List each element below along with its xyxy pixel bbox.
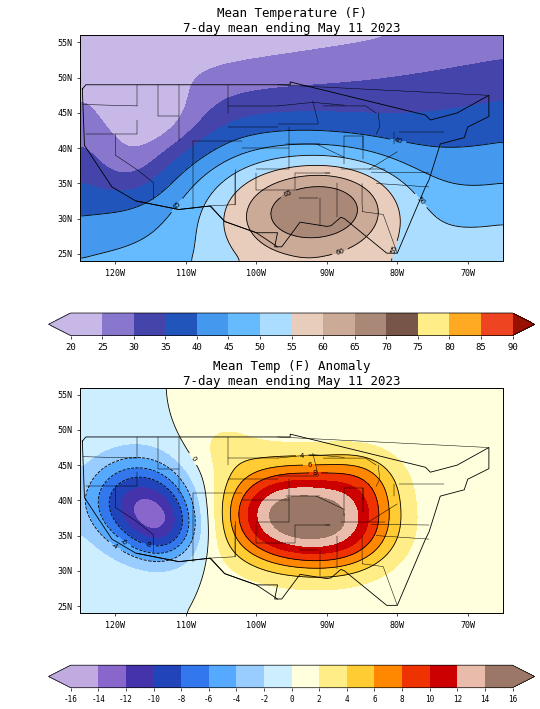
Text: 50: 50: [416, 195, 426, 206]
Text: -6: -6: [119, 537, 129, 546]
Title: Mean Temp (F) Anomaly
7-day mean ending May 11 2023: Mean Temp (F) Anomaly 7-day mean ending …: [183, 359, 400, 388]
Text: 55: 55: [390, 245, 399, 255]
Text: 4: 4: [300, 452, 305, 459]
Text: 6: 6: [307, 462, 312, 468]
Text: -4: -4: [111, 542, 119, 551]
Text: 45: 45: [172, 200, 182, 211]
Text: 0: 0: [190, 455, 197, 462]
Title: Mean Temperature (F)
7-day mean ending May 11 2023: Mean Temperature (F) 7-day mean ending M…: [183, 8, 400, 35]
Text: 40: 40: [394, 137, 403, 145]
PathPatch shape: [49, 313, 71, 335]
Text: -8: -8: [144, 541, 152, 549]
PathPatch shape: [512, 665, 535, 688]
Text: 65: 65: [283, 189, 293, 198]
PathPatch shape: [49, 665, 71, 688]
Text: 60: 60: [335, 247, 345, 256]
Text: 8: 8: [313, 470, 317, 476]
PathPatch shape: [512, 313, 535, 335]
